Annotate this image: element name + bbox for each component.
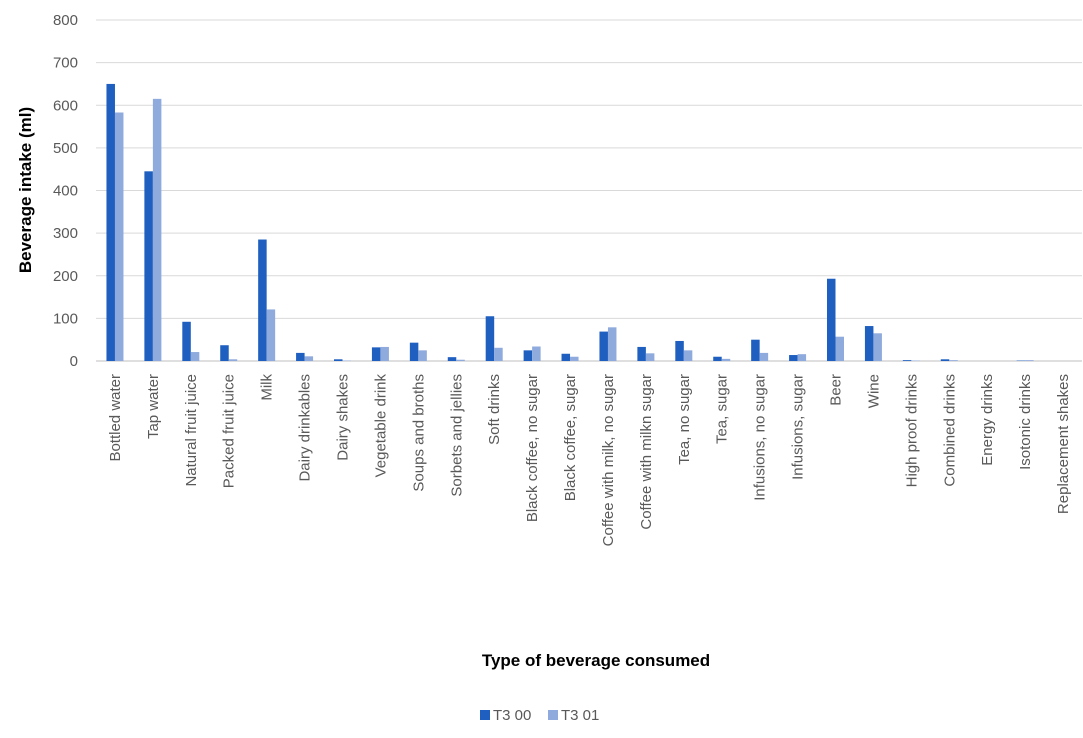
x-axis-title: Type of beverage consumed — [482, 651, 710, 670]
x-tick-label: Isotonic drinks — [1017, 374, 1034, 470]
bar-t3-00 — [561, 353, 571, 361]
x-tick-label: Replacement shakes — [1055, 374, 1072, 514]
bar-t3-00 — [751, 339, 760, 361]
x-tick-label: Coffee with milk, no sugar — [600, 374, 617, 546]
y-tick-label: 300 — [53, 225, 78, 242]
bar-t3-01 — [418, 350, 427, 361]
legend-label: T3 01 — [561, 707, 599, 724]
y-tick-label: 500 — [53, 140, 78, 157]
x-tick-label: Soups and broths — [410, 374, 427, 492]
y-tick-label: 800 — [53, 12, 78, 29]
bar-t3-01 — [570, 356, 579, 361]
x-tick-label: Black coffee, sugar — [562, 374, 579, 501]
bar-t3-01 — [380, 346, 389, 361]
bar-t3-00 — [789, 355, 798, 361]
y-tick-label: 400 — [53, 183, 78, 200]
bar-t3-01 — [228, 359, 238, 361]
bar-t3-01 — [494, 347, 503, 361]
x-tick-label: Vegetable drink — [372, 374, 389, 478]
x-tick-label: Natural fruit juice — [183, 374, 200, 487]
bar-t3-00 — [637, 346, 646, 361]
x-tick-label: Infusions, no sugar — [752, 374, 769, 501]
x-tick-label: Sorbets and jellies — [448, 374, 465, 497]
x-tick-label: Combined drinks — [941, 374, 958, 487]
bar-t3-01 — [949, 360, 958, 361]
legend: T3 00 T3 01 — [480, 707, 599, 724]
bar-t3-00 — [599, 331, 608, 361]
bar-t3-00 — [523, 350, 533, 361]
bars — [106, 83, 1034, 361]
x-tick-label: Packed fruit juice — [221, 374, 238, 488]
bar-t3-01 — [152, 98, 162, 361]
bar-t3-01 — [759, 352, 769, 361]
bar-t3-01 — [835, 336, 844, 361]
bar-t3-01 — [873, 333, 882, 361]
bar-t3-01 — [266, 309, 276, 361]
bar-t3-00 — [485, 316, 495, 361]
gridlines — [96, 19, 1082, 362]
bar-t3-00 — [144, 171, 153, 361]
y-tick-label: 700 — [53, 55, 78, 72]
legend-swatch — [480, 710, 490, 720]
bar-t3-00 — [713, 356, 722, 361]
x-tick-label: Wine — [865, 374, 882, 408]
bar-t3-01 — [456, 359, 465, 361]
bar-t3-01 — [304, 356, 314, 361]
bar-t3-00 — [371, 347, 381, 361]
bar-t3-01 — [114, 112, 124, 361]
y-tick-label: 100 — [53, 310, 78, 327]
x-tick-label: Dairy drinkables — [297, 374, 314, 482]
bar-t3-01 — [683, 350, 693, 361]
x-tick-label: Bottled water — [107, 374, 124, 462]
legend-swatch — [548, 710, 558, 720]
bar-t3-01 — [190, 352, 200, 361]
x-tick-label: Tap water — [145, 374, 162, 439]
x-axis-tick-labels: Bottled water Tap water Natural fruit juic… — [107, 374, 1072, 547]
x-tick-label: Black coffee, no sugar — [524, 374, 541, 522]
bar-t3-01 — [645, 353, 655, 361]
bar-t3-00 — [864, 326, 874, 361]
bar-t3-00 — [296, 352, 305, 361]
bar-t3-00 — [409, 342, 419, 361]
bar-t3-01 — [1025, 360, 1034, 361]
y-tick-label: 0 — [70, 353, 78, 370]
bar-t3-00 — [675, 340, 684, 361]
bar-t3-00 — [447, 357, 457, 361]
bar-t3-00 — [334, 359, 343, 361]
bar-t3-00 — [827, 278, 836, 361]
bar-t3-00 — [940, 359, 950, 361]
x-tick-label: Beer — [828, 374, 845, 406]
bar-t3-01 — [532, 346, 541, 361]
bar-t3-00 — [902, 360, 912, 361]
x-tick-label: Soft drinks — [486, 374, 503, 445]
y-tick-label: 600 — [53, 97, 78, 114]
bar-t3-00 — [182, 321, 191, 361]
bar-t3-00 — [258, 239, 267, 361]
x-tick-label: Milk — [259, 374, 276, 401]
y-axis-title: Beverage intake (ml) — [16, 107, 35, 273]
bar-t3-00 — [220, 345, 229, 361]
y-tick-label: 200 — [53, 268, 78, 285]
legend-label: T3 00 — [493, 707, 531, 724]
x-tick-label: Coffee with milkn sugar — [638, 374, 655, 530]
bar-t3-00 — [106, 83, 115, 361]
bar-t3-01 — [797, 354, 807, 361]
x-tick-label: Infusions, sugar — [790, 374, 807, 480]
y-axis-tick-labels: 0 100 200 300 400 500 600 700 800 — [53, 12, 78, 370]
x-tick-label: Dairy shakes — [335, 374, 352, 461]
x-tick-label: Tea, sugar — [714, 374, 731, 444]
bar-t3-01 — [721, 358, 731, 361]
x-tick-label: Tea, no sugar — [676, 374, 693, 465]
x-tick-label: High proof drinks — [903, 374, 920, 487]
bar-t3-01 — [607, 327, 617, 361]
x-tick-label: Energy drinks — [979, 374, 996, 466]
